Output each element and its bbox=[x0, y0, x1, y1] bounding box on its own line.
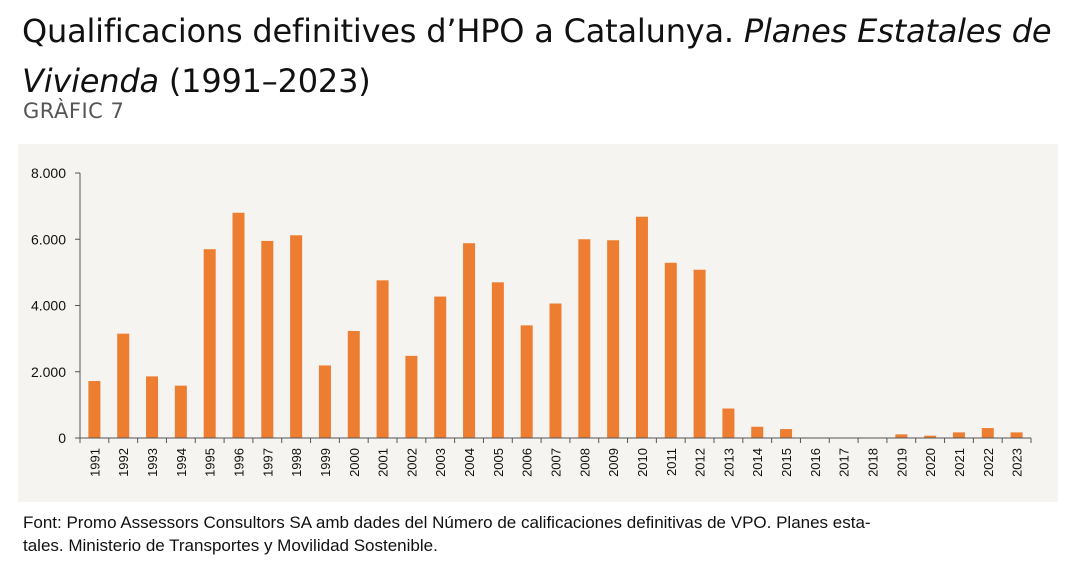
x-tick-label: 1992 bbox=[116, 448, 131, 477]
x-tick-label: 2023 bbox=[1010, 448, 1025, 477]
bar-2011 bbox=[664, 262, 677, 438]
bar-2008 bbox=[578, 239, 591, 438]
bar-2023 bbox=[1010, 432, 1023, 438]
x-tick-label: 2004 bbox=[462, 448, 477, 477]
x-tick-label: 2000 bbox=[347, 448, 362, 477]
x-tick-label: 2008 bbox=[577, 448, 592, 477]
x-tick-label: 1994 bbox=[174, 448, 189, 477]
bar-1996 bbox=[232, 212, 245, 438]
x-tick-label: 1998 bbox=[289, 448, 304, 477]
bar-1995 bbox=[203, 249, 216, 438]
x-tick-label: 1999 bbox=[318, 448, 333, 477]
bar-2009 bbox=[607, 240, 620, 438]
bar-2001 bbox=[376, 280, 389, 438]
y-tick-label: 8.000 bbox=[31, 165, 66, 181]
y-tick-label: 2.000 bbox=[31, 364, 66, 380]
bar-2013 bbox=[722, 408, 735, 438]
bar-2021 bbox=[952, 432, 965, 438]
bar-1994 bbox=[174, 385, 187, 438]
x-tick-label: 2017 bbox=[837, 448, 852, 477]
x-tick-label: 2018 bbox=[866, 448, 881, 477]
y-tick-label: 0 bbox=[58, 430, 66, 446]
bar-1998 bbox=[290, 235, 303, 438]
x-tick-label: 2003 bbox=[433, 448, 448, 477]
bar-2005 bbox=[491, 282, 504, 438]
bar-1999 bbox=[318, 365, 331, 438]
bar-2000 bbox=[347, 331, 360, 438]
bar-1992 bbox=[117, 333, 130, 438]
source-note-line-2: tales. Ministerio de Transportes y Movil… bbox=[23, 536, 438, 555]
chart-subtitle: GRÀFIC 7 bbox=[23, 99, 125, 123]
x-tick-label: 2001 bbox=[376, 448, 391, 477]
x-tick-label: 2010 bbox=[635, 448, 650, 477]
x-tick-label: 1997 bbox=[260, 448, 275, 477]
x-tick-label: 2007 bbox=[549, 448, 564, 477]
bar-2006 bbox=[520, 325, 533, 439]
x-tick-label: 2020 bbox=[923, 448, 938, 477]
x-tick-label: 1993 bbox=[145, 448, 160, 477]
y-tick-label: 4.000 bbox=[31, 298, 66, 314]
x-tick-label: 1991 bbox=[87, 448, 102, 477]
bar-2007 bbox=[549, 303, 562, 438]
bar-2010 bbox=[635, 216, 648, 438]
source-note: Font: Promo Assessors Consultors SA amb … bbox=[23, 511, 1053, 557]
bar-chart: 0 2.000 4.000 6.000 8.000 1991 1992 1993 1994 199… bbox=[31, 165, 1032, 477]
chart-title-main: Qualificacions definitives d’HPO a Catal… bbox=[22, 12, 744, 50]
x-tick-label: 2005 bbox=[491, 448, 506, 477]
bar-2002 bbox=[405, 355, 418, 438]
bar-2004 bbox=[463, 243, 476, 438]
x-tick-label: 2011 bbox=[664, 448, 679, 476]
bar-1997 bbox=[261, 240, 274, 438]
y-tick-label: 6.000 bbox=[31, 231, 66, 247]
chart-panel: 0 2.000 4.000 6.000 8.000 1991 1992 1993 1994 199… bbox=[18, 144, 1058, 502]
chart-title: Qualificacions definitives d’HPO a Catal… bbox=[22, 6, 1062, 106]
bar-2014 bbox=[751, 426, 764, 438]
x-tick-label: 2012 bbox=[693, 448, 708, 477]
x-tick-label: 2015 bbox=[779, 448, 794, 477]
bar-2015 bbox=[780, 429, 793, 438]
x-tick-label: 1996 bbox=[232, 448, 247, 477]
source-note-line-1: Font: Promo Assessors Consultors SA amb … bbox=[23, 513, 871, 532]
chart-title-italic: Planes Estatales de Vivienda bbox=[22, 12, 1052, 100]
x-tick-label: 2021 bbox=[952, 448, 967, 477]
x-tick-label: 2006 bbox=[520, 448, 535, 477]
x-tick-label: 2009 bbox=[606, 448, 621, 477]
bar-2012 bbox=[693, 269, 706, 438]
x-tick-label: 2014 bbox=[750, 448, 765, 477]
x-tick-label: 2013 bbox=[721, 448, 736, 477]
x-tick-label: 2022 bbox=[981, 448, 996, 477]
bar-2022 bbox=[981, 428, 994, 438]
bar-2020 bbox=[924, 435, 937, 438]
bar-2003 bbox=[434, 296, 447, 438]
chart-title-years: (1991–2023) bbox=[158, 62, 371, 100]
bar-1993 bbox=[146, 376, 159, 438]
x-tick-label: 2016 bbox=[808, 448, 823, 477]
x-tick-label: 2002 bbox=[404, 448, 419, 477]
x-tick-label: 2019 bbox=[894, 448, 909, 477]
bar-2019 bbox=[895, 434, 908, 438]
x-tick-label: 1995 bbox=[203, 448, 218, 477]
bar-1991 bbox=[88, 381, 101, 438]
